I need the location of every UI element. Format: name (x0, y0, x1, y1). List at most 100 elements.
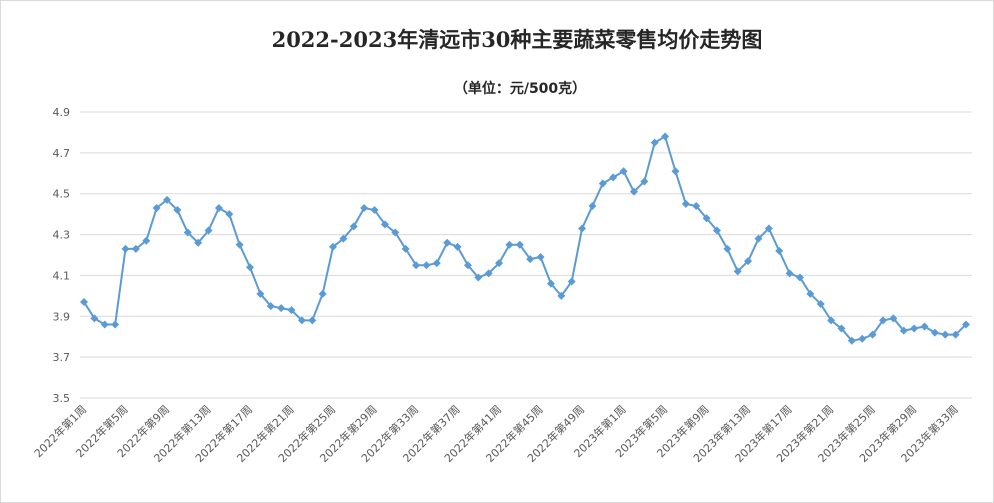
data-point (329, 242, 338, 251)
data-point (878, 316, 887, 325)
data-point (650, 138, 659, 147)
data-point (806, 289, 815, 298)
data-point (681, 199, 690, 208)
gridlines (80, 111, 972, 399)
data-point (723, 244, 732, 253)
data-point (702, 214, 711, 223)
data-point (546, 279, 555, 288)
data-point (484, 269, 493, 278)
data-point (204, 226, 213, 235)
data-point (401, 244, 410, 253)
data-point (308, 316, 317, 325)
y-tick-label: 4.1 (53, 269, 71, 282)
data-point (816, 300, 825, 309)
data-point (131, 244, 140, 253)
y-tick-label: 4.3 (53, 229, 71, 242)
data-point (391, 228, 400, 237)
y-tick-label: 4.9 (53, 106, 71, 119)
data-point (868, 330, 877, 339)
data-point (474, 273, 483, 282)
data-point (183, 228, 192, 237)
data-point (557, 291, 566, 300)
data-point (785, 269, 794, 278)
data-point (412, 261, 421, 270)
data-point (266, 302, 275, 311)
data-point (422, 261, 431, 270)
y-tick-label: 4.7 (53, 147, 71, 160)
data-point (837, 324, 846, 333)
data-point (90, 314, 99, 323)
data-point (235, 240, 244, 249)
data-point (951, 330, 960, 339)
data-point (640, 177, 649, 186)
y-tick-label: 3.7 (53, 351, 71, 364)
data-point (827, 316, 836, 325)
data-point (121, 244, 130, 253)
y-tick-label: 3.9 (53, 310, 71, 323)
data-point (941, 330, 950, 339)
data-point (214, 204, 223, 213)
y-axis-tick-labels: 3.5 3.7 3.9 4.1 4.3 4.5 4.7 4.9 (53, 106, 71, 405)
data-point (287, 306, 296, 315)
data-point (194, 238, 203, 247)
data-point (505, 240, 514, 249)
data-point (744, 257, 753, 266)
data-point (567, 277, 576, 286)
data-point (899, 326, 908, 335)
data-point (588, 201, 597, 210)
data-point (142, 236, 151, 245)
data-point (847, 336, 856, 345)
chart-subtitle: （单位：元/500克） (454, 80, 586, 97)
data-point (173, 206, 182, 215)
data-point (775, 246, 784, 255)
data-point (370, 206, 379, 215)
data-point (463, 261, 472, 270)
data-point (962, 320, 970, 329)
data-point (598, 179, 607, 188)
data-point (349, 222, 358, 231)
data-point (380, 220, 389, 229)
data-point (515, 240, 524, 249)
data-point (733, 267, 742, 276)
data-point (100, 320, 109, 329)
data-point (671, 167, 680, 176)
data-point (495, 259, 504, 268)
data-point (609, 173, 618, 182)
data-point (889, 314, 898, 323)
data-point (754, 234, 763, 243)
chart-title: 2022-2023年清远市30种主要蔬菜零售均价走势图 (272, 27, 763, 52)
data-point (225, 210, 234, 219)
data-point (764, 224, 773, 233)
data-point (339, 234, 348, 243)
data-point (80, 297, 88, 306)
data-point (318, 289, 327, 298)
data-point (256, 289, 265, 298)
data-point (930, 328, 939, 337)
data-point (578, 224, 587, 233)
series-markers (80, 132, 970, 345)
data-point (443, 238, 452, 247)
data-point (111, 320, 120, 329)
data-point (858, 334, 867, 343)
data-point (526, 255, 535, 264)
data-point (360, 204, 369, 213)
data-point (152, 204, 161, 213)
data-point (661, 132, 670, 141)
data-point (163, 195, 172, 204)
data-point (920, 322, 929, 331)
data-point (277, 304, 286, 313)
data-point (910, 324, 919, 333)
data-point (795, 273, 804, 282)
data-point (432, 259, 441, 268)
y-tick-label: 4.5 (53, 188, 71, 201)
data-point (629, 187, 638, 196)
y-tick-label: 3.5 (53, 392, 71, 405)
data-point (692, 201, 701, 210)
data-point (536, 253, 545, 262)
data-point (619, 167, 628, 176)
data-point (297, 316, 306, 325)
data-point (246, 263, 255, 272)
